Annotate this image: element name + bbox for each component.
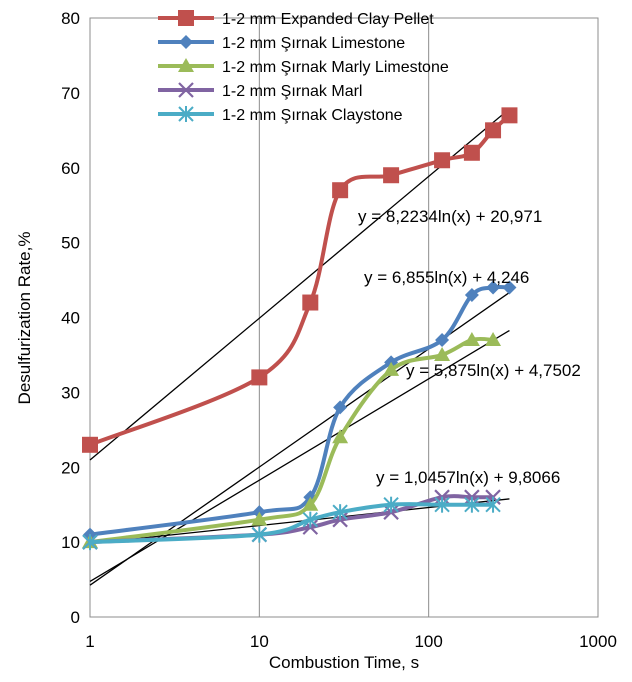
legend-label: 1-2 mm Şırnak Marly Limestone xyxy=(222,59,449,76)
y-tick-label: 40 xyxy=(61,309,80,328)
y-tick-label: 60 xyxy=(61,159,80,178)
legend-item-5: 1-2 mm Şırnak Claystone xyxy=(158,106,403,124)
legend-marker xyxy=(178,82,194,98)
data-point xyxy=(434,346,451,361)
legend-marker xyxy=(179,35,193,49)
trendline-equation: y = 8,2234ln(x) + 20,971 xyxy=(358,207,542,226)
data-point xyxy=(383,361,400,376)
data-point xyxy=(486,280,501,295)
data-point xyxy=(464,496,480,513)
data-point xyxy=(434,152,451,169)
data-point xyxy=(485,331,502,346)
data-point xyxy=(485,122,502,139)
series-lines xyxy=(82,107,518,551)
data-point xyxy=(302,511,319,528)
x-tick-label: 10 xyxy=(250,632,269,651)
data-point xyxy=(435,332,450,347)
legend-marker xyxy=(178,106,194,122)
data-point xyxy=(332,429,349,444)
y-tick-label: 10 xyxy=(61,533,80,552)
data-point xyxy=(251,511,268,526)
data-point xyxy=(463,144,480,161)
data-point xyxy=(332,182,349,199)
y-tick-label: 20 xyxy=(61,458,80,477)
x-tick-label: 100 xyxy=(414,632,442,651)
data-point xyxy=(302,496,319,511)
y-tick-label: 30 xyxy=(61,383,80,402)
legend-item-3: 1-2 mm Şırnak Marly Limestone xyxy=(158,58,449,76)
legend-marker xyxy=(178,10,194,26)
legend-label: 1-2 mm Şırnak Limestone xyxy=(222,35,405,52)
y-axis-label: Desulfurization Rate,% xyxy=(15,232,34,405)
legend-item-1: 1-2 mm Expanded Clay Pellet xyxy=(158,10,434,28)
trendline-equations: y = 8,2234ln(x) + 20,971 y = 6,855ln(x) +… xyxy=(358,207,581,487)
data-point xyxy=(383,496,399,513)
series-line-5 xyxy=(89,502,494,545)
series-line-3 xyxy=(89,336,494,545)
plot-area-frame xyxy=(89,17,599,618)
data-point xyxy=(251,369,268,386)
data-point xyxy=(332,504,348,521)
y-tick-label: 80 xyxy=(61,9,80,28)
data-point xyxy=(501,107,518,124)
legend-label: 1-2 mm Şırnak Marl xyxy=(222,83,362,100)
tick-labels: 1 10 100 1000 0 10 20 30 40 50 60 70 80 xyxy=(61,9,617,651)
legend-marker xyxy=(178,58,194,72)
y-tick-label: 50 xyxy=(61,234,80,253)
data-point xyxy=(82,436,98,453)
data-point xyxy=(464,288,479,303)
trendline-equation: y = 1,0457ln(x) + 9,8066 xyxy=(376,468,560,487)
data-point xyxy=(383,167,400,184)
legend-item-4: 1-2 mm Şırnak Marl xyxy=(158,82,362,100)
data-point xyxy=(502,280,517,295)
trendline-equation: y = 6,855ln(x) + 4,246 xyxy=(364,268,529,287)
legend-item-2: 1-2 mm Şırnak Limestone xyxy=(158,35,405,52)
y-tick-label: 70 xyxy=(61,84,80,103)
y-tick-label: 0 xyxy=(71,608,80,627)
data-point xyxy=(82,534,98,551)
data-point xyxy=(251,526,268,543)
data-point xyxy=(302,294,319,311)
x-axis-label: Combustion Time, s xyxy=(269,653,419,672)
legend: 1-2 mm Expanded Clay Pellet 1-2 mm Şırnak… xyxy=(158,10,449,124)
x-tick-label: 1 xyxy=(85,632,94,651)
data-point xyxy=(485,496,501,513)
data-point xyxy=(333,400,348,415)
legend-label: 1-2 mm Expanded Clay Pellet xyxy=(222,11,434,28)
data-point xyxy=(463,331,480,346)
data-point xyxy=(434,496,450,513)
x-tick-label: 1000 xyxy=(579,632,617,651)
trendline-equation: y = 5,875ln(x) + 4,7502 xyxy=(406,361,581,380)
legend-label: 1-2 mm Şırnak Claystone xyxy=(222,107,403,124)
